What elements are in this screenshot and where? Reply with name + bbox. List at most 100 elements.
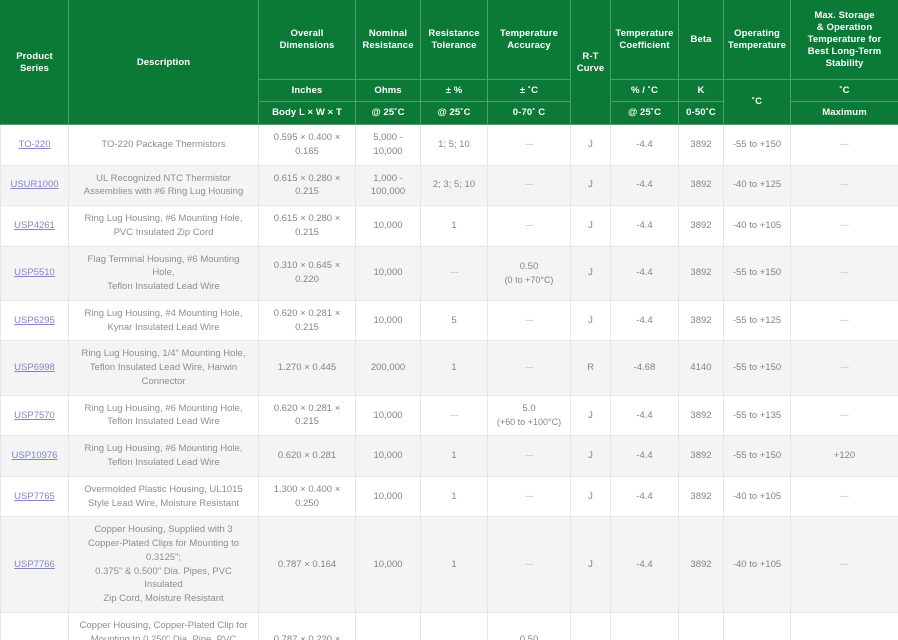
cell-beta: 3892 xyxy=(678,476,724,518)
unit-nominal-resistance: Ohms xyxy=(355,79,421,102)
no-value-dash: --- xyxy=(840,490,850,502)
product-series-link[interactable]: USP7765 xyxy=(14,490,55,502)
cell-beta: 3892 xyxy=(678,612,724,640)
product-series-link[interactable]: USP7766 xyxy=(14,558,55,570)
cell-max-storage-temperature: --- xyxy=(790,340,898,396)
unit-temperature-coefficient: % / ˚C xyxy=(610,79,679,102)
cell-overall-dimensions: 0.787 × 0.164 xyxy=(258,516,356,613)
cell-beta: 3892 xyxy=(678,165,724,207)
cell-beta: 3892 xyxy=(678,246,724,301)
cell-overall-dimensions: 1.300 × 0.400 × 0.250 xyxy=(258,476,356,518)
cell-max-storage-temperature: --- xyxy=(790,612,898,640)
cell-temperature-accuracy: --- xyxy=(487,435,571,477)
cell-temperature-coefficient: -4.68 xyxy=(610,340,679,396)
unit-beta: K xyxy=(678,79,724,102)
cell-max-storage-temperature: +120 xyxy=(790,435,898,477)
product-series-link[interactable]: USUR1000 xyxy=(10,179,59,191)
product-series-link[interactable]: USP4261 xyxy=(14,219,55,231)
cell-rt-curve: J xyxy=(570,165,611,207)
cell-rt-curve: J xyxy=(570,612,611,640)
product-series-link[interactable]: USP10976 xyxy=(11,450,58,462)
cond-temperature-coefficient: @ 25˚C xyxy=(610,101,679,125)
cell-temperature-coefficient: -4.4 xyxy=(610,435,679,477)
product-series-link[interactable]: TO-220 xyxy=(18,138,51,150)
col-header-rt-curve: R-T Curve xyxy=(570,0,611,125)
cell-nominal-resistance: 200,000 xyxy=(355,340,421,396)
cell-temperature-accuracy: --- xyxy=(487,205,571,247)
cell-resistance-tolerance: 1 xyxy=(420,205,488,247)
table-header: Product Series Description Overall Dimen… xyxy=(0,0,898,125)
cell-operating-temperature: -55 to +150 xyxy=(723,435,791,477)
cell-temperature-accuracy: --- xyxy=(487,300,571,342)
cell-max-storage-temperature: --- xyxy=(790,516,898,613)
cell-description: Flag Terminal Housing, #6 Mounting Hole,… xyxy=(68,246,259,301)
temperature-accuracy-range: (0 to +70°C) xyxy=(504,274,554,285)
cell-product-series: USP6295 xyxy=(0,300,69,342)
header-group-row: Product Series Description Overall Dimen… xyxy=(0,0,898,125)
cell-overall-dimensions: 1.270 × 0.445 xyxy=(258,340,356,396)
col-header-beta: Beta xyxy=(678,0,724,80)
unit-overall-dimensions: Inches xyxy=(258,79,356,102)
cell-temperature-accuracy: 0.50 (0 to +70°C) xyxy=(487,246,571,301)
cell-nominal-resistance: 10,000 xyxy=(355,246,421,301)
cell-temperature-coefficient: -4.4 xyxy=(610,395,679,437)
cell-rt-curve: J xyxy=(570,124,611,166)
cell-temperature-accuracy: --- xyxy=(487,340,571,396)
product-series-link[interactable]: USP5510 xyxy=(14,267,55,279)
cell-product-series: USUR1000 xyxy=(0,165,69,207)
col-header-max-storage-temperature: Max. Storage & Operation Temperature for… xyxy=(790,0,898,80)
cell-max-storage-temperature: --- xyxy=(790,124,898,166)
cell-overall-dimensions: 0.620 × 0.281 × 0.215 xyxy=(258,395,356,437)
cell-operating-temperature: -40 to +125 xyxy=(723,165,791,207)
table-row: USP10976 Ring Lug Housing, #6 Mounting Ho… xyxy=(0,435,898,477)
product-series-link[interactable]: USP6295 xyxy=(14,314,55,326)
cell-product-series: USP10976 xyxy=(0,435,69,477)
no-value-dash: --- xyxy=(525,314,534,326)
unit-max-storage: ˚C xyxy=(790,79,898,102)
cell-max-storage-temperature: --- xyxy=(790,165,898,207)
cell-product-series: USP4261 xyxy=(0,205,69,247)
cell-temperature-accuracy: --- xyxy=(487,516,571,613)
unit-resistance-tolerance: ± % xyxy=(420,79,488,102)
cell-temperature-accuracy: --- xyxy=(487,476,571,518)
table-row: USP7570 Ring Lug Housing, #6 Mounting Hol… xyxy=(0,395,898,437)
cell-description: UL Recognized NTC Thermistor Assemblies w… xyxy=(68,165,259,207)
cell-rt-curve: J xyxy=(570,395,611,437)
col-header-description: Description xyxy=(68,0,259,125)
col-header-overall-dimensions: Overall Dimensions xyxy=(258,0,356,80)
cell-beta: 4140 xyxy=(678,340,724,396)
cell-nominal-resistance: 10,000 xyxy=(355,612,421,640)
cell-temperature-accuracy: --- xyxy=(487,124,571,166)
no-value-dash: --- xyxy=(525,450,534,462)
cell-overall-dimensions: 0.310 × 0.645 × 0.220 xyxy=(258,246,356,301)
no-value-dash: --- xyxy=(840,409,850,421)
header-condition-row: Body L × W × T @ 25˚C @ 25˚C 0-70˚ C @ 2… xyxy=(1,101,898,125)
product-series-link[interactable]: USP6998 xyxy=(14,362,55,374)
product-series-link[interactable]: USP7570 xyxy=(14,409,55,421)
cell-beta: 3892 xyxy=(678,300,724,342)
cell-rt-curve: J xyxy=(570,246,611,301)
table-row: USP7765 Overmolded Plastic Housing, UL101… xyxy=(0,476,898,518)
cell-resistance-tolerance: --- xyxy=(420,395,488,437)
cell-description: Copper Housing, Copper-Plated Clip for Mo… xyxy=(68,612,259,640)
no-value-dash: --- xyxy=(525,219,534,231)
cell-max-storage-temperature: --- xyxy=(790,476,898,518)
cond-max-storage: Maximum xyxy=(790,101,898,125)
col-header-operating-temperature: Operating Temperature xyxy=(723,0,791,80)
col-header-temperature-accuracy: Temperature Accuracy xyxy=(487,0,571,80)
cell-nominal-resistance: 10,000 xyxy=(355,516,421,613)
table-row: USP6295 Ring Lug Housing, #4 Mounting Hol… xyxy=(0,300,898,342)
cell-overall-dimensions: 0.595 × 0.400 × 0.165 xyxy=(258,124,356,166)
cell-max-storage-temperature: --- xyxy=(790,300,898,342)
cell-beta: 3892 xyxy=(678,435,724,477)
cell-product-series: USP5510 xyxy=(0,246,69,301)
cell-description: Ring Lug Housing, #4 Mounting Hole, Kynar… xyxy=(68,300,259,342)
cell-description: Ring Lug Housing, #6 Mounting Hole, Teflo… xyxy=(68,395,259,437)
cell-operating-temperature: -55 to +150 xyxy=(723,340,791,396)
no-value-dash: --- xyxy=(450,409,459,421)
cell-product-series: USP7570 xyxy=(0,395,69,437)
cell-description: Overmolded Plastic Housing, UL1015 Style … xyxy=(68,476,259,518)
table-row: USP6998 Ring Lug Housing, 1/4" Mounting H… xyxy=(0,340,898,396)
cell-rt-curve: J xyxy=(570,300,611,342)
